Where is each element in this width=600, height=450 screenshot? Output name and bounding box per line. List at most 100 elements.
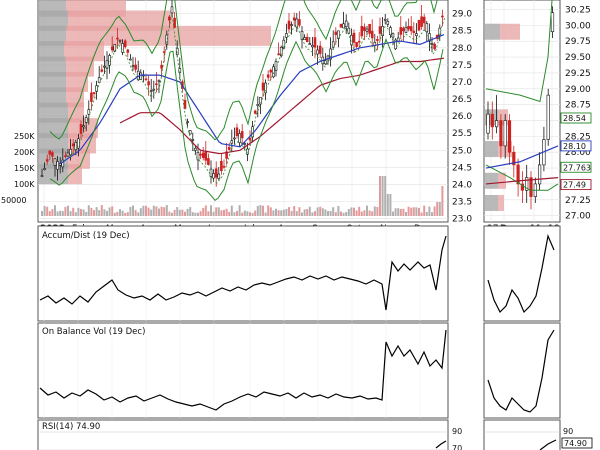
zoom-profile-down [498, 172, 506, 189]
zoom-candle-body [529, 177, 533, 197]
volume-bar [72, 207, 75, 216]
volume-bar [373, 206, 376, 216]
volume-bar [441, 186, 444, 216]
volume-bar [314, 211, 316, 216]
candle-body [305, 36, 309, 43]
candle-body [246, 148, 249, 155]
candle-body [126, 49, 130, 53]
price-tick-label: 29.0 [452, 10, 472, 20]
candle-body [217, 173, 221, 179]
volume-bar [54, 205, 56, 216]
volume-bar [61, 211, 64, 216]
volume-bar [329, 211, 332, 216]
volume-bar [358, 206, 361, 216]
volume-bar [233, 212, 236, 216]
zoom-candle-body [550, 12, 555, 33]
volume-bar [69, 211, 72, 216]
candle-body [71, 143, 75, 147]
zoom-price-panel: 30.2530.0029.7529.5029.2529.0028.7528.50… [483, 0, 592, 234]
volume-bar [87, 205, 90, 216]
candle-body [269, 69, 273, 73]
volume-axis-labels: 250K 200K 150K 100K 50000 [1, 132, 35, 205]
volume-bar [285, 208, 288, 216]
candle-body [363, 26, 366, 31]
volume-bar [386, 194, 389, 216]
volume-bar [137, 212, 140, 216]
volume-bar [217, 207, 220, 216]
zoom-candle-body [499, 120, 503, 147]
candle-body [51, 152, 54, 157]
zoom-lower-band [485, 164, 559, 191]
volume-bar [311, 212, 314, 216]
candle-body [97, 77, 101, 83]
volume-bar [207, 211, 210, 216]
volume-profile-down [66, 56, 94, 77]
volume-bar [327, 211, 329, 216]
volume-bar [59, 210, 62, 216]
candle-body [152, 88, 156, 91]
volume-bar [106, 210, 108, 216]
zoom-candle-body [520, 183, 524, 191]
volume-bar [191, 212, 194, 216]
candle-body [318, 45, 322, 54]
candle-body [118, 39, 122, 42]
zoom-candle-body [537, 164, 542, 185]
volume-bar [155, 206, 158, 216]
volume-profile-up [38, 102, 68, 123]
candle-body [324, 60, 327, 65]
volume-bar [301, 212, 303, 216]
zoom-profile-up [484, 23, 500, 40]
candle-body [370, 30, 374, 39]
volume-bar [145, 205, 147, 216]
obv-line [39, 329, 447, 411]
volume-bar [438, 202, 441, 216]
last-value-tag-box [560, 161, 592, 173]
candle-body [103, 65, 106, 68]
candle-body [300, 31, 304, 40]
candle-body [123, 40, 127, 48]
candle-body [90, 92, 93, 102]
volume-bar [48, 211, 51, 216]
candle-body [157, 79, 161, 82]
volume-profile-up [38, 41, 64, 62]
candle-body [79, 123, 83, 134]
zoom-profile-down [500, 23, 520, 40]
candle-body [391, 33, 395, 38]
candle-body [311, 45, 314, 48]
candle-body [402, 27, 405, 32]
rsi-tick-90: 90 [452, 427, 462, 436]
price-tick-label: 26.0 [452, 112, 472, 122]
volume-bar [376, 206, 379, 216]
zoom-moving-average-200 [485, 177, 559, 185]
volume-bar [293, 206, 296, 216]
volume-bar [402, 208, 405, 216]
volume-bar [103, 209, 106, 216]
obv-gridlines [43, 323, 421, 418]
volume-bar [342, 212, 345, 216]
volume-bar [277, 210, 280, 216]
candle-body [339, 23, 343, 28]
zoom-candle-body [516, 164, 520, 185]
candle-body [422, 16, 426, 24]
zoom-price-tick: 30.25 [565, 6, 591, 16]
rsi-panel: RSI(14) 74.90 90 70 90 74.90 [37, 419, 593, 450]
volume-bar [173, 209, 176, 216]
middle-band [69, 13, 446, 184]
last-value-tag-box [560, 140, 592, 152]
candle-body [222, 165, 226, 168]
obv-frame [37, 322, 449, 419]
candle-body [165, 34, 169, 45]
candle-body [43, 168, 46, 170]
candle-body [266, 74, 270, 78]
candle-body [344, 20, 348, 27]
candle-body [162, 51, 166, 53]
volume-bar [295, 211, 298, 216]
candle-body [404, 27, 408, 33]
volume-bar [132, 205, 134, 216]
volume-bar [410, 207, 413, 216]
zoom-price-tick: 29.75 [565, 37, 591, 47]
volume-profile-up [38, 10, 68, 31]
volume-bar [41, 211, 43, 216]
candle-body [287, 20, 291, 30]
volume-bar [407, 206, 410, 216]
